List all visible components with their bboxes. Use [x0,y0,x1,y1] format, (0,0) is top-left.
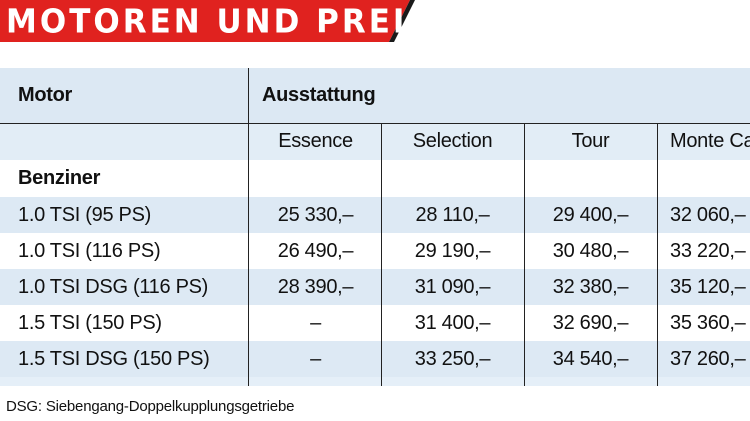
price-cell: 29 400,– [552,203,629,226]
price-table: Motor Ausstattung Essence Selection Tour… [0,68,750,386]
motor-cell: 1.0 TSI (95 PS) [18,203,151,226]
trim-header-row: Essence Selection Tour Monte Ca [0,123,750,160]
header-divider [0,123,750,124]
trim-essence: Essence [278,130,353,152]
category-benziner: Benziner [18,167,101,189]
price-cell: 31 090,– [414,275,491,298]
column-divider [381,123,382,386]
category-row: Benziner [0,160,750,197]
table-header-row: Motor Ausstattung [0,68,750,123]
motor-cell: 1.5 TSI (150 PS) [18,311,162,334]
table-row: 1.5 TSI DSG (150 PS) – 33 250,– 34 540,–… [0,341,750,377]
motor-cell: 1.0 TSI DSG (116 PS) [18,275,209,298]
price-cell: 30 480,– [552,239,629,262]
price-cell: 34 540,– [552,347,629,370]
price-cell: 25 330,– [277,203,354,226]
price-cell: 33 250,– [414,347,491,370]
motor-cell: 1.5 TSI DSG (150 PS) [18,347,210,370]
banner-shape [0,0,415,42]
price-cell: 26 490,– [277,239,354,262]
price-cell: 37 260,– [670,347,746,370]
table-row: 1.5 TSI (150 PS) – 31 400,– 32 690,– 35 … [0,305,750,341]
price-cell: 32 060,– [670,203,746,226]
motor-cell: 1.0 TSI (116 PS) [18,239,161,262]
header-motor: Motor [18,84,73,106]
price-cell: 31 400,– [414,311,491,334]
trim-tour: Tour [571,130,610,152]
column-divider [657,123,658,386]
price-cell: 28 110,– [415,203,490,226]
banner-title: MOTOREN UND PREISE [6,3,457,41]
trim-selection: Selection [412,130,493,152]
price-cell: 35 360,– [670,311,746,334]
price-cell: 29 190,– [414,239,491,262]
price-cell: 35 120,– [670,275,746,298]
table-row: 1.0 TSI (95 PS) 25 330,– 28 110,– 29 400… [0,197,750,233]
price-cell: 32 690,– [552,311,629,334]
price-cell: – [310,311,321,334]
header-ausstattung: Ausstattung [262,84,376,106]
table-row: 1.0 TSI DSG (116 PS) 28 390,– 31 090,– 3… [0,269,750,305]
table-row: 1.0 TSI (116 PS) 26 490,– 29 190,– 30 48… [0,233,750,269]
footnote: DSG: Siebengang-Doppelkupplungsgetriebe [6,398,295,415]
price-cell: 33 220,– [670,239,746,262]
trim-monte-carlo: Monte Ca [670,130,750,152]
column-divider [524,123,525,386]
price-cell: 28 390,– [277,275,354,298]
column-divider [248,68,249,386]
title-banner: MOTOREN UND PREISE [0,0,750,46]
price-cell: 32 380,– [552,275,629,298]
price-cell: – [310,347,321,370]
